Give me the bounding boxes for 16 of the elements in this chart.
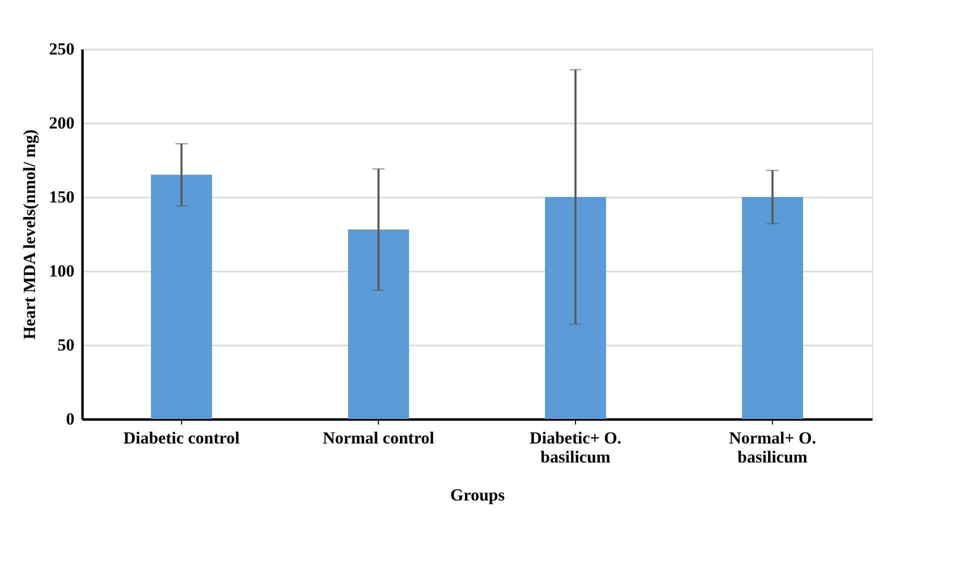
y-tick-label: 50 <box>58 336 74 354</box>
x-tick-label: Diabetic+ O. basilicum <box>530 428 622 466</box>
bar <box>544 197 606 419</box>
bar <box>348 230 410 419</box>
y-tick-label: 250 <box>49 40 74 58</box>
x-tick-label: Diabetic control <box>123 428 240 448</box>
y-tick-label: 200 <box>49 114 74 132</box>
x-axis-title: Groups <box>450 486 506 504</box>
y-tick-label: 0 <box>66 410 74 428</box>
y-axis-title: Heart MDA levels(nmol/ mg) <box>20 129 39 340</box>
x-tick-label: Normal control <box>322 428 435 448</box>
y-tick-label: 150 <box>49 188 74 206</box>
x-tick-label: Normal+ O. basilicum <box>728 428 816 466</box>
bar <box>742 197 804 419</box>
y-tick-label: 100 <box>49 262 74 280</box>
bar <box>150 174 212 419</box>
